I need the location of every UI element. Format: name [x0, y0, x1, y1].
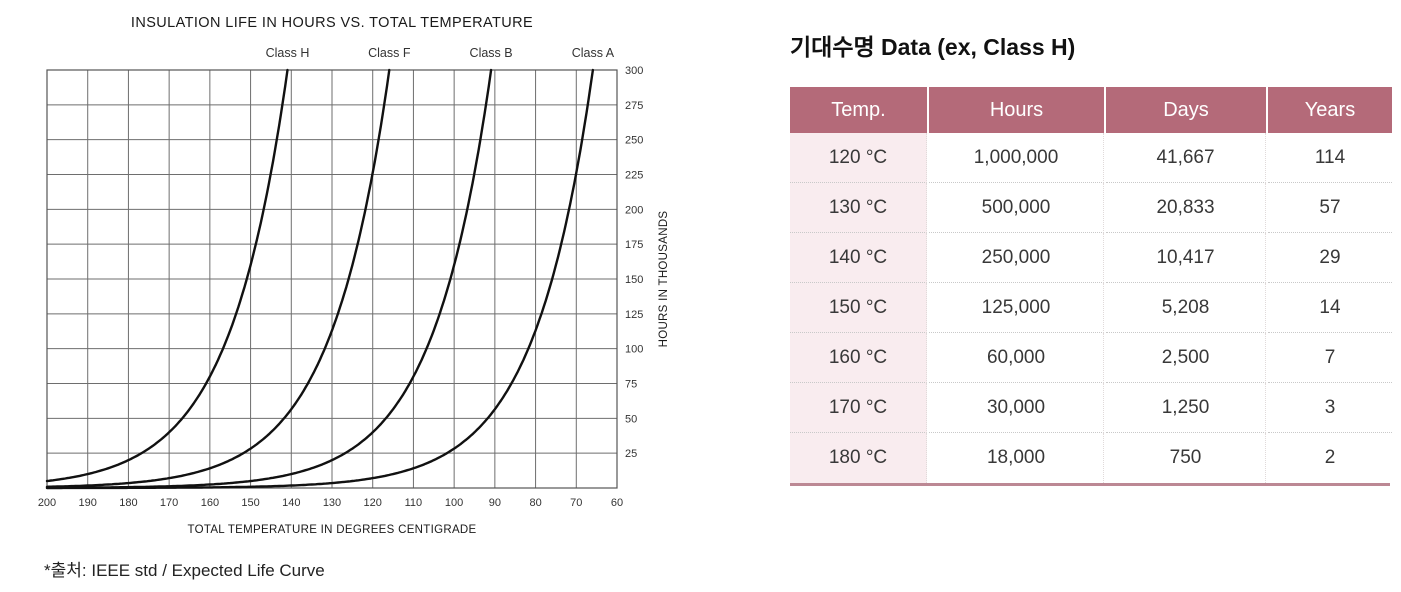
x-tick-label: 120: [364, 497, 382, 509]
value-cell: 3: [1268, 383, 1392, 433]
value-cell: 2: [1268, 433, 1392, 483]
value-cell: 29: [1268, 233, 1392, 283]
header-cell-years: Years: [1268, 87, 1392, 133]
x-tick-label: 130: [323, 497, 341, 509]
header-cell-temp: Temp.: [790, 87, 927, 133]
value-cell: 7: [1268, 333, 1392, 383]
value-cell: 14: [1268, 283, 1392, 333]
value-cell: 2,500: [1106, 333, 1266, 383]
x-tick-label: 80: [529, 497, 541, 509]
curve-class-h: [45, 68, 289, 483]
y-axis-label: HOURS IN THOUSANDS: [658, 211, 670, 348]
x-tick-label: 90: [489, 497, 501, 509]
x-tick-label: 140: [282, 497, 300, 509]
value-cell: 18,000: [929, 433, 1104, 483]
temp-cell: 170 °C: [790, 383, 927, 433]
temp-cell: 130 °C: [790, 183, 927, 233]
chart-title: INSULATION LIFE IN HOURS VS. TOTAL TEMPE…: [131, 15, 533, 31]
y-tick-label: 100: [625, 344, 643, 356]
plot-border: [46, 69, 618, 489]
value-cell: 57: [1268, 183, 1392, 233]
x-tick-label: 100: [445, 497, 463, 509]
series-label-class-h: Class H: [266, 46, 310, 60]
y-tick-label: 175: [625, 239, 643, 251]
x-tick-label: 60: [611, 497, 623, 509]
value-cell: 500,000: [929, 183, 1104, 233]
y-tick-label: 150: [625, 274, 643, 286]
source-note: *출처: IEEE std / Expected Life Curve: [44, 561, 325, 580]
header-cell-hours: Hours: [929, 87, 1104, 133]
y-tick-label: 200: [625, 204, 643, 216]
temp-cell: 150 °C: [790, 283, 927, 333]
temp-cell: 140 °C: [790, 233, 927, 283]
value-cell: 5,208: [1106, 283, 1266, 333]
y-tick-label: 25: [625, 448, 637, 460]
x-tick-label: 190: [79, 497, 97, 509]
value-cell: 114: [1268, 133, 1392, 183]
insulation-life-chart-block: Class H Class F Class B Class A INSULATION L…: [0, 0, 715, 560]
value-cell: 30,000: [929, 383, 1104, 433]
temp-cell: 180 °C: [790, 433, 927, 483]
x-tick-label: 110: [405, 497, 423, 509]
value-cell: 1,250: [1106, 383, 1266, 433]
x-tick-label: 160: [201, 497, 219, 509]
curve-class-f: [45, 68, 391, 488]
x-tick-label: 170: [160, 497, 178, 509]
x-tick-label: 200: [38, 497, 56, 509]
value-cell: 125,000: [929, 283, 1104, 333]
y-tick-label: 125: [625, 309, 643, 321]
expected-life-table: Temp. Hours Days Years 120 °C 1,000,000 41,667…: [790, 87, 1392, 486]
y-tick-label: 75: [625, 379, 637, 391]
series-label-class-b: Class B: [470, 46, 513, 60]
expected-life-table-block: 기대수명 Data (ex, Class H) Temp. Hours Days Ye…: [790, 28, 1392, 486]
temp-cell: 120 °C: [790, 133, 927, 183]
x-tick-label: 70: [570, 497, 582, 509]
value-cell: 41,667: [1106, 133, 1266, 183]
value-cell: 1,000,000: [929, 133, 1104, 183]
value-cell: 750: [1106, 433, 1266, 483]
value-cell: 20,833: [1106, 183, 1266, 233]
value-cell: 250,000: [929, 233, 1104, 283]
y-tick-label: 250: [625, 135, 643, 147]
x-axis-label: TOTAL TEMPERATURE IN DEGREES CENTIGRADE: [187, 524, 476, 536]
value-cell: 60,000: [929, 333, 1104, 383]
y-tick-label: 50: [625, 413, 637, 425]
series-label-class-f: Class F: [368, 46, 411, 60]
y-tick-label: 300: [625, 65, 643, 77]
insulation-life-chart: Class H Class F Class B Class A INSULATION L…: [38, 15, 670, 536]
curve-class-a: [45, 68, 595, 490]
table-title: 기대수명 Data (ex, Class H): [790, 34, 1076, 60]
y-tick-label: 275: [625, 100, 643, 112]
x-tick-label: 150: [241, 497, 259, 509]
temp-cell: 160 °C: [790, 333, 927, 383]
header-cell-days: Days: [1106, 87, 1266, 133]
x-tick-label: 180: [119, 497, 137, 509]
value-cell: 10,417: [1106, 233, 1266, 283]
y-tick-label: 225: [625, 170, 643, 182]
series-label-class-a: Class A: [572, 46, 615, 60]
